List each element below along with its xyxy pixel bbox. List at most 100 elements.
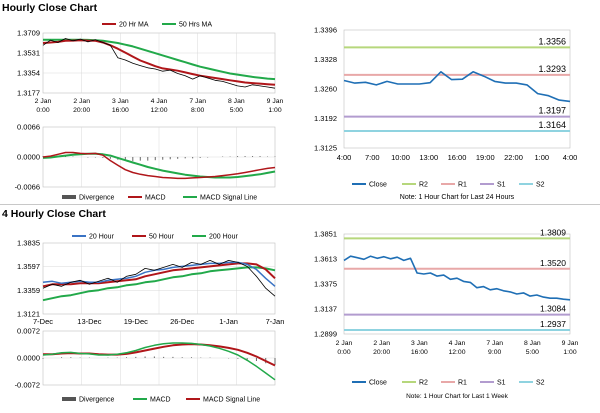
hourly-price-y-tick-label: 1.3354 — [17, 69, 40, 78]
four-hourly-price-y-tick-label: 1.3359 — [17, 286, 40, 295]
hourly-price-x-tick-label: 12:00 — [150, 107, 167, 114]
hourly-price-x-tick-label: 4 Jan — [151, 98, 168, 105]
four-hourly-levels-x-tick-label: 20:00 — [373, 349, 390, 356]
hourly-levels-x-tick-label: 22:00 — [504, 153, 523, 162]
legend-200-hour-label: 200 Hour — [209, 234, 238, 241]
hourly-levels-x-tick-label: 19:00 — [476, 153, 495, 162]
hourly-macd-line — [42, 151, 276, 180]
four-hourly-levels-y-tick-label: 1.3375 — [314, 280, 337, 289]
legend-20hr-ma-label: 20 Hr MA — [119, 22, 149, 29]
four-hourly-levels-x-tick-label: 3 Jan — [411, 340, 428, 347]
hourly-macd-y-tick-label: 0.0066 — [17, 123, 40, 132]
four-hourly-price-y-tick-label: 1.3597 — [17, 262, 40, 271]
legend-hourly-divergence-label: Divergence — [79, 195, 115, 202]
four-hourly-levels-x-tick-label: 5:00 — [526, 349, 539, 356]
legend-hourly-macd-signal-label: MACD Signal Line — [200, 195, 257, 202]
hourly-price-y-tick-label: 1.3709 — [17, 29, 40, 38]
four-hourly-price-line — [42, 259, 276, 297]
hourly-20hr-ma-line — [42, 39, 276, 86]
four-hourly-levels-x-tick-label: 2 Jan — [336, 340, 353, 347]
hourly-levels-x-tick-label: 4:00 — [563, 153, 578, 162]
hourly-macd-y-tick-label: 0.0000 — [17, 153, 40, 162]
four-hourly-price-x-tick-label: 19-Dec — [124, 317, 148, 326]
hourly-close-line — [343, 71, 571, 103]
legend-50hrs-ma-label: 50 Hrs MA — [179, 22, 212, 29]
legend-four-hourly-r2-label: R2 — [419, 380, 428, 387]
four-hourly-level-r2-value: 1.3809 — [540, 227, 566, 237]
hourly-level-r2-value: 1.3356 — [538, 36, 566, 46]
legend-hourly-close-label: Close — [369, 182, 387, 189]
hourly-price-x-tick-label: 9 Jan — [267, 98, 284, 105]
hourly-price-x-tick-label: 20:00 — [73, 107, 90, 114]
legend-20-hour-label: 20 Hour — [89, 234, 115, 241]
legend-four-hourly-macd-label: MACD — [150, 397, 171, 404]
hourly-levels-y-tick-label: 1.3396 — [314, 26, 337, 35]
four-hourly-level-s2-value: 1.2937 — [540, 319, 566, 329]
legend-hourly-macd-label: MACD — [145, 195, 166, 202]
hourly-price-x-tick-label: 16:00 — [112, 107, 129, 114]
four-hourly-levels-y-tick-label: 1.3137 — [314, 305, 337, 314]
hourly-price-line — [42, 38, 276, 89]
four-hourly-macd-y-tick-label: -0.0072 — [15, 381, 40, 390]
hourly-price-x-tick-label: 0:00 — [36, 107, 49, 114]
four-hourly-levels-x-tick-label: 9:00 — [488, 349, 501, 356]
hourly-levels-x-tick-label: 1:00 — [534, 153, 549, 162]
hourly-price-x-tick-label: 2 Jan — [35, 98, 52, 105]
hourly-section-title: Hourly Close Chart — [2, 2, 98, 14]
four-hourly-macd-y-tick-label: 0.0000 — [17, 354, 40, 363]
hourly-price-x-tick-label: 5:00 — [230, 107, 243, 114]
hourly-levels-y-tick-label: 1.3125 — [314, 144, 337, 153]
four-hourly-level-r1-value: 1.3520 — [540, 258, 566, 268]
hourly-levels-x-tick-label: 10:00 — [391, 153, 410, 162]
four-hourly-price-x-tick-label: 26-Dec — [170, 317, 194, 326]
four-hourly-levels-x-tick-label: 2 Jan — [373, 340, 390, 347]
four-hourly-50-hour-line — [42, 262, 276, 288]
hourly-price-x-tick-label: 1:00 — [268, 107, 281, 114]
four-hourly-close-line — [343, 255, 571, 301]
hourly-price-y-tick-label: 1.3531 — [17, 49, 40, 58]
hourly-price-x-tick-label: 2 Jan — [73, 98, 90, 105]
hourly-macd-y-tick-label: -0.0066 — [15, 183, 40, 192]
four-hourly-levels-x-tick-label: 9 Jan — [562, 340, 579, 347]
four-hourly-levels-plot-area — [343, 233, 571, 335]
four-hourly-price-x-tick-label: 13-Dec — [77, 317, 101, 326]
four-hourly-price-y-tick-label: 1.3121 — [17, 310, 40, 319]
four-hourly-levels-y-tick-label: 1.3613 — [314, 255, 337, 264]
hourly-level-r1-value: 1.3293 — [538, 64, 566, 74]
hourly-levels-note: Note: 1 Hour Chart for Last 24 Hours — [400, 194, 515, 201]
hourly-levels-x-tick-label: 4:00 — [337, 153, 352, 162]
four-hourly-price-x-tick-label: 1-Jan — [219, 317, 238, 326]
four-hourly-levels-note: Note: 1 Hour Chart for Last 1 Week — [406, 393, 509, 400]
hourly-price-x-tick-label: 7 Jan — [189, 98, 206, 105]
four-hourly-levels-x-tick-label: 7 Jan — [486, 340, 503, 347]
legend-hourly-r2-label: R2 — [419, 182, 428, 189]
four-hourly-macd-line — [42, 342, 276, 381]
four-hourly-price-x-tick-label: 7-Jan — [266, 317, 285, 326]
hourly-price-x-tick-label: 8 Jan — [228, 98, 245, 105]
four-hourly-levels-x-tick-label: 0:00 — [337, 349, 350, 356]
legend-four-hourly-s2-label: S2 — [536, 380, 545, 387]
four-hourly-levels-y-tick-label: 1.2899 — [314, 330, 337, 339]
legend-four-hourly-macd-signal-label: MACD Signal Line — [203, 397, 260, 404]
four-hourly-section-title: 4 Hourly Close Chart — [2, 208, 106, 220]
legend-hourly-r1-label: R1 — [458, 182, 467, 189]
four-hourly-price-y-tick-label: 1.3835 — [17, 239, 40, 248]
four-hourly-level-s1-value: 1.3084 — [540, 304, 566, 314]
four-hourly-levels-y-tick-label: 1.3851 — [314, 230, 337, 239]
four-hourly-levels-x-tick-label: 8 Jan — [524, 340, 541, 347]
four-hourly-levels-x-tick-label: 12:00 — [448, 349, 465, 356]
four-hourly-macd-y-tick-label: 0.0072 — [17, 327, 40, 336]
hourly-levels-x-tick-label: 16:00 — [448, 153, 467, 162]
hourly-levels-x-tick-label: 13:00 — [419, 153, 438, 162]
hourly-levels-y-tick-label: 1.3328 — [314, 55, 337, 64]
section-divider — [0, 204, 600, 205]
hourly-price-y-tick-label: 1.3177 — [17, 89, 40, 98]
hourly-price-x-tick-label: 3 Jan — [112, 98, 129, 105]
legend-four-hourly-close-label: Close — [369, 380, 387, 387]
four-hourly-price-x-tick-label: 7-Dec — [33, 317, 53, 326]
legend-hourly-s1-label: S1 — [497, 182, 506, 189]
legend-four-hourly-r1-label: R1 — [458, 380, 467, 387]
legend-hourly-s2-label: S2 — [536, 182, 545, 189]
four-hourly-levels-x-tick-label: 1:00 — [563, 349, 576, 356]
